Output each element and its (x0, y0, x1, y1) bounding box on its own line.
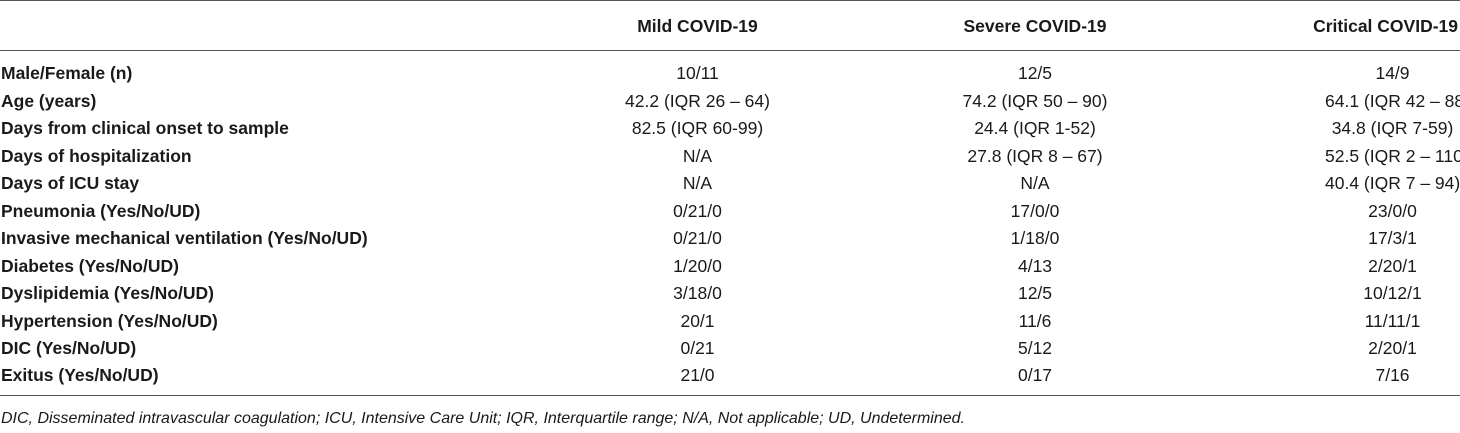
table-row: Age (years) 42.2 (IQR 26 – 64) 74.2 (IQR… (0, 88, 1460, 116)
table-row: Male/Female (n) 10/11 12/5 14/9 (0, 51, 1460, 88)
cell-mild: 21/0 (540, 362, 855, 396)
cell-mild: 42.2 (IQR 26 – 64) (625, 90, 770, 111)
cell-critical: 2/20/1 (1368, 338, 1417, 359)
cell-critical: 40.4 (IQR 7 – 94) (1325, 173, 1460, 194)
cell-severe: 11/6 (1018, 310, 1052, 331)
table-body: Male/Female (n) 10/11 12/5 14/9 Age (yea… (0, 51, 1460, 396)
cell-mild: N/A (682, 173, 713, 194)
row-label: Dyslipidemia (Yes/No/UD) (1, 283, 214, 304)
cell-mild: 0/21/0 (673, 200, 722, 221)
row-label: DIC (Yes/No/UD) (1, 338, 137, 359)
cell-severe: 4/13 (1017, 255, 1053, 276)
cell-severe: 0/17 (855, 362, 1215, 396)
header-empty (0, 0, 540, 51)
table-row: Hypertension (Yes/No/UD) 20/1 11/6 11/11… (0, 308, 1460, 336)
cell-critical: 64.1 (IQR 42 – 88) (1325, 90, 1460, 111)
cell-severe: 17/0/0 (1010, 200, 1060, 221)
row-label: Days of hospitalization (1, 145, 192, 166)
table-row: Exitus (Yes/No/UD) 21/0 0/17 7/16 (0, 362, 1460, 396)
cell-severe: N/A (1020, 173, 1050, 194)
cell-critical: 10/12/1 (1363, 283, 1422, 304)
cell-severe: 24.4 (IQR 1-52) (974, 118, 1096, 139)
cell-critical: 14/9 (1375, 63, 1410, 84)
cell-severe: 1/18/0 (1010, 228, 1060, 249)
cell-mild: 3/18/0 (673, 283, 722, 304)
cell-critical: 2/20/1 (1368, 255, 1417, 276)
row-label: Pneumonia (Yes/No/UD) (1, 200, 201, 221)
table-row: Invasive mechanical ventilation (Yes/No/… (0, 225, 1460, 253)
table-header: Mild COVID-19 Severe COVID-19 Critical C… (0, 0, 1460, 51)
cell-severe: 12/5 (1017, 63, 1053, 84)
row-label: Male/Female (n) (1, 63, 133, 84)
cell-critical: 7/16 (1215, 362, 1460, 396)
table-footnote: DIC, Disseminated intravascular coagulat… (1, 410, 965, 427)
cell-critical: 52.5 (IQR 2 – 110) (1325, 145, 1460, 166)
table-row: Days from clinical onset to sample 82.5 … (0, 115, 1460, 143)
cell-mild: 0/21/0 (673, 228, 722, 249)
cell-severe: 27.8 (IQR 8 – 67) (967, 145, 1103, 166)
cell-critical: 34.8 (IQR 7-59) (1331, 118, 1454, 139)
table-row: DIC (Yes/No/UD) 0/21 5/12 2/20/1 (0, 335, 1460, 363)
cell-mild: N/A (682, 145, 713, 166)
cell-mild: 10/11 (676, 63, 719, 84)
row-label: Age (years) (1, 90, 97, 111)
cell-severe: 12/5 (1017, 283, 1053, 304)
table-row: Dyslipidemia (Yes/No/UD) 3/18/0 12/5 10/… (0, 280, 1460, 308)
table-row: Days of hospitalization N/A 27.8 (IQR 8 … (0, 143, 1460, 171)
cell-critical: 23/0/0 (1368, 200, 1417, 221)
row-label: Exitus (Yes/No/UD) (0, 362, 540, 396)
cell-severe: 74.2 (IQR 50 – 90) (962, 90, 1108, 111)
table-row: Days of ICU stay N/A N/A 40.4 (IQR 7 – 9… (0, 170, 1460, 198)
cell-critical: 11/11/1 (1364, 310, 1421, 331)
row-label: Days from clinical onset to sample (1, 118, 289, 139)
row-label: Days of ICU stay (1, 173, 140, 194)
row-label: Diabetes (Yes/No/UD) (1, 255, 179, 276)
table-row: Pneumonia (Yes/No/UD) 0/21/0 17/0/0 23/0… (0, 198, 1460, 226)
header-critical: Critical COVID-19 (1215, 0, 1460, 51)
cell-severe: 5/12 (1017, 338, 1053, 359)
clinical-characteristics-table-container: Mild COVID-19 Severe COVID-19 Critical C… (0, 0, 1460, 396)
header-severe: Severe COVID-19 (855, 0, 1215, 51)
cell-mild: 1/20/0 (673, 255, 722, 276)
header-mild: Mild COVID-19 (540, 0, 855, 51)
cell-mild: 0/21 (680, 338, 715, 359)
table-row: Diabetes (Yes/No/UD) 1/20/0 4/13 2/20/1 (0, 253, 1460, 281)
cell-critical: 17/3/1 (1368, 228, 1417, 249)
cell-mild: 82.5 (IQR 60-99) (631, 118, 764, 139)
cell-mild: 20/1 (680, 310, 715, 331)
row-label: Invasive mechanical ventilation (Yes/No/… (1, 228, 368, 249)
header-row: Mild COVID-19 Severe COVID-19 Critical C… (0, 0, 1460, 51)
row-label: Hypertension (Yes/No/UD) (1, 310, 218, 331)
clinical-characteristics-table: Mild COVID-19 Severe COVID-19 Critical C… (0, 0, 1460, 396)
